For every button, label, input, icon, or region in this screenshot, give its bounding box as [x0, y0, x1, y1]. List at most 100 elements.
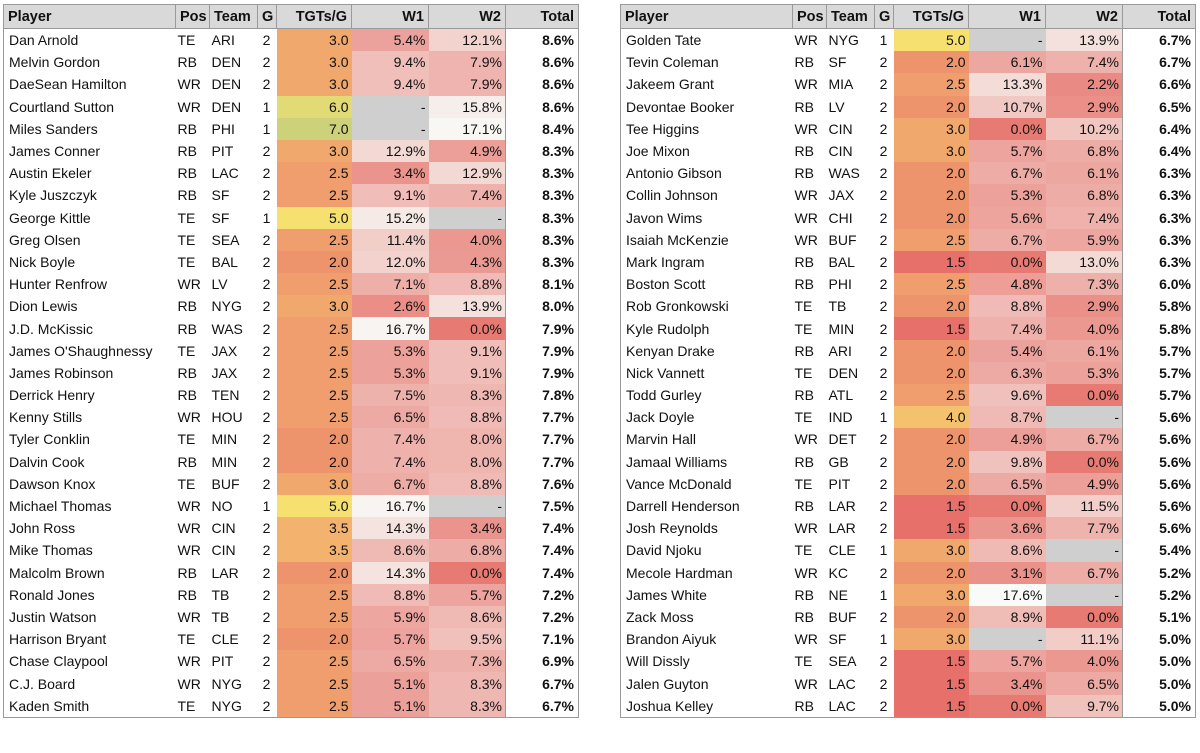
col-header-week2[interactable]: W2	[1045, 4, 1123, 29]
table-row[interactable]: Melvin Gordon RB DEN 2 3.0 9.4% 7.9% 8.6%	[3, 51, 579, 74]
table-row[interactable]: Jack Doyle TE IND 1 4.0 8.7% -5.6%	[620, 406, 1196, 429]
week2-share-cell: 15.8%	[428, 95, 506, 118]
table-row[interactable]: Dan Arnold TE ARI 2 3.0 5.4% 12.1% 8.6%	[3, 28, 579, 52]
table-row[interactable]: Mark Ingram RB BAL 2 1.5 0.0% 13.0% 6.3%	[620, 250, 1196, 274]
col-header-week1[interactable]: W1	[968, 4, 1046, 29]
col-header-games[interactable]: G	[257, 4, 277, 29]
table-row[interactable]: Kenyan Drake RB ARI 2 2.0 5.4% 6.1% 5.7%	[620, 339, 1196, 362]
position-cell: WR	[177, 653, 201, 670]
table-row[interactable]: Marvin Hall WR DET 2 2.0 4.9% 6.7% 5.6%	[620, 428, 1196, 451]
table-row[interactable]: Kaden Smith TE NYG 2 2.5 5.1% 8.3% 6.7%	[3, 694, 579, 718]
games-cell: 2	[879, 387, 888, 404]
col-header-pos[interactable]: Pos	[792, 4, 827, 29]
table-row[interactable]: James O'Shaughnessy TE JAX 2 2.5 5.3% 9.1% 7.9%	[3, 339, 579, 362]
position-cell: WR	[177, 276, 201, 293]
table-row[interactable]: James Conner RB PIT 2 3.0 12.9% 4.9% 8.3%	[3, 139, 579, 163]
table-row[interactable]: Antonio Gibson RB WAS 2 2.0 6.7% 6.1% 6.3%	[620, 162, 1196, 185]
table-row[interactable]: Kenny Stills WR HOU 2 2.5 6.5% 8.8% 7.7%	[3, 406, 579, 429]
table-row[interactable]: Kyle Juszczyk RB SF 2 2.5 9.1% 7.4% 8.3%	[3, 184, 579, 207]
col-header-week2[interactable]: W2	[428, 4, 506, 29]
table-row[interactable]: David Njoku TE CLE 1 3.0 8.6% -5.4%	[620, 539, 1196, 562]
total-share-cell: 8.3%	[505, 228, 579, 251]
table-row[interactable]: Harrison Bryant TE CLE 2 2.0 5.7% 9.5% 7.1%	[3, 628, 579, 651]
table-row[interactable]: Ronald Jones RB TB 2 2.5 8.8% 5.7% 7.2%	[3, 583, 579, 606]
table-row[interactable]: Joe Mixon RB CIN 2 3.0 5.7% 6.8% 6.4%	[620, 139, 1196, 163]
col-header-team[interactable]: Team	[209, 4, 258, 29]
col-header-week1[interactable]: W1	[351, 4, 429, 29]
table-row[interactable]: J.D. McKissic RB WAS 2 2.5 16.7% 0.0% 7.9%	[3, 317, 579, 340]
table-row[interactable]: Rob Gronkowski TE TB 2 2.0 8.8% 2.9% 5.8%	[620, 295, 1196, 318]
week1-share-cell: 6.7%	[351, 472, 429, 495]
table-row[interactable]: Courtland Sutton WR DEN 1 6.0-15.8% 8.6%	[3, 95, 579, 118]
position-cell: RB	[177, 364, 197, 381]
targets-per-game-cell: 3.0	[893, 117, 969, 140]
table-row[interactable]: Darrell Henderson RB LAR 2 1.5 0.0% 11.5% 5.6%	[620, 494, 1196, 518]
table-row[interactable]: Tyler Conklin TE MIN 2 2.0 7.4% 8.0% 7.7%	[3, 428, 579, 451]
table-row[interactable]: Chase Claypool WR PIT 2 2.5 6.5% 7.3% 6.9%	[3, 650, 579, 673]
table-row[interactable]: Todd Gurley RB ATL 2 2.5 9.6% 0.0% 5.7%	[620, 384, 1196, 407]
table-row[interactable]: Dalvin Cook RB MIN 2 2.0 7.4% 8.0% 7.7%	[3, 450, 579, 473]
table-row[interactable]: C.J. Board WR NYG 2 2.5 5.1% 8.3% 6.7%	[3, 672, 579, 695]
table-row[interactable]: Jalen Guyton WR LAC 2 1.5 3.4% 6.5% 5.0%	[620, 672, 1196, 695]
table-row[interactable]: Miles Sanders RB PHI 1 7.0-17.1% 8.4%	[3, 117, 579, 140]
targets-per-game-cell: 2.0	[893, 184, 969, 207]
team-cell: SEA	[211, 231, 240, 248]
total-share-cell: 5.7%	[1122, 361, 1196, 384]
total-share-cell: 5.8%	[1122, 317, 1196, 340]
col-header-pos[interactable]: Pos	[175, 4, 210, 29]
col-header-total[interactable]: Total	[1122, 4, 1196, 29]
table-row[interactable]: Josh Reynolds WR LAR 2 1.5 3.6% 7.7% 5.6%	[620, 517, 1196, 540]
player-name-cell: Austin Ekeler	[3, 162, 176, 185]
table-row[interactable]: Justin Watson WR TB 2 2.5 5.9% 8.6% 7.2%	[3, 605, 579, 629]
table-row[interactable]: DaeSean Hamilton WR DEN 2 3.0 9.4% 7.9% 8.6%	[3, 73, 579, 96]
table-row[interactable]: Tee Higgins WR CIN 2 3.0 0.0% 10.2% 6.4%	[620, 117, 1196, 140]
table-row[interactable]: Mike Thomas WR CIN 2 3.5 8.6% 6.8% 7.4%	[3, 539, 579, 562]
col-header-targets-per-game[interactable]: TGTs/G	[893, 4, 969, 29]
table-row[interactable]: Collin Johnson WR JAX 2 2.0 5.3% 6.8% 6.3%	[620, 184, 1196, 207]
table-row[interactable]: Jakeem Grant WR MIA 2 2.5 13.3% 2.2% 6.6%	[620, 73, 1196, 96]
table-row[interactable]: Brandon Aiyuk WR SF 1 3.0-11.1% 5.0%	[620, 628, 1196, 651]
col-header-player[interactable]: Player	[620, 4, 793, 29]
table-row[interactable]: Devontae Booker RB LV 2 2.0 10.7% 2.9% 6.5%	[620, 95, 1196, 118]
table-row[interactable]: Dawson Knox TE BUF 2 3.0 6.7% 8.8% 7.6%	[3, 472, 579, 495]
table-row[interactable]: Austin Ekeler RB LAC 2 2.5 3.4% 12.9% 8.3%	[3, 162, 579, 185]
table-row[interactable]: Kyle Rudolph TE MIN 2 1.5 7.4% 4.0% 5.8%	[620, 317, 1196, 340]
table-row[interactable]: Derrick Henry RB TEN 2 2.5 7.5% 8.3% 7.8%	[3, 384, 579, 407]
table-row[interactable]: Javon Wims WR CHI 2 2.0 5.6% 7.4% 6.3%	[620, 206, 1196, 229]
col-header-games[interactable]: G	[874, 4, 894, 29]
table-row[interactable]: Hunter Renfrow WR LV 2 2.5 7.1% 8.8% 8.1%	[3, 273, 579, 296]
table-row[interactable]: John Ross WR CIN 2 3.5 14.3% 3.4% 7.4%	[3, 517, 579, 540]
col-header-targets-per-game[interactable]: TGTs/G	[276, 4, 352, 29]
player-name-cell: Derrick Henry	[3, 384, 176, 407]
total-share-cell: 8.6%	[505, 95, 579, 118]
table-row[interactable]: Dion Lewis RB NYG 2 3.0 2.6% 13.9% 8.0%	[3, 295, 579, 318]
table-row[interactable]: James Robinson RB JAX 2 2.5 5.3% 9.1% 7.9%	[3, 361, 579, 384]
table-row[interactable]: Nick Vannett TE DEN 2 2.0 6.3% 5.3% 5.7%	[620, 361, 1196, 384]
col-header-player[interactable]: Player	[3, 4, 176, 29]
table-row[interactable]: Boston Scott RB PHI 2 2.5 4.8% 7.3% 6.0%	[620, 273, 1196, 296]
week1-share-cell: 5.3%	[968, 184, 1046, 207]
week1-share-cell: 2.6%	[351, 295, 429, 318]
table-row[interactable]: Zack Moss RB BUF 2 2.0 8.9% 0.0% 5.1%	[620, 605, 1196, 629]
table-row[interactable]: Vance McDonald TE PIT 2 2.0 6.5% 4.9% 5.6%	[620, 472, 1196, 495]
player-name-cell: Kyle Juszczyk	[3, 184, 176, 207]
table-row[interactable]: Jamaal Williams RB GB 2 2.0 9.8% 0.0% 5.6%	[620, 450, 1196, 473]
table-row[interactable]: George Kittle TE SF 1 5.0 15.2% -8.3%	[3, 206, 579, 229]
table-row[interactable]: Golden Tate WR NYG 1 5.0-13.9% 6.7%	[620, 28, 1196, 52]
table-row[interactable]: Michael Thomas WR NO 1 5.0 16.7% -7.5%	[3, 494, 579, 518]
table-row[interactable]: Mecole Hardman WR KC 2 2.0 3.1% 6.7% 5.2%	[620, 561, 1196, 584]
targets-per-game-cell: 3.0	[276, 73, 352, 96]
table-row[interactable]: Nick Boyle TE BAL 2 2.0 12.0% 4.3% 8.3%	[3, 250, 579, 274]
table-row[interactable]: Will Dissly TE SEA 2 1.5 5.7% 4.0% 5.0%	[620, 650, 1196, 673]
table-row[interactable]: Malcolm Brown RB LAR 2 2.0 14.3% 0.0% 7.4%	[3, 561, 579, 584]
col-header-total[interactable]: Total	[505, 4, 579, 29]
table-row[interactable]: Greg Olsen TE SEA 2 2.5 11.4% 4.0% 8.3%	[3, 228, 579, 251]
table-row[interactable]: James White RB NE 1 3.0 17.6% -5.2%	[620, 583, 1196, 606]
targets-per-game-cell: 2.5	[893, 73, 969, 96]
games-cell: 2	[262, 76, 271, 93]
col-header-team[interactable]: Team	[826, 4, 875, 29]
table-row[interactable]: Tevin Coleman RB SF 2 2.0 6.1% 7.4% 6.7%	[620, 51, 1196, 74]
table-row[interactable]: Isaiah McKenzie WR BUF 2 2.5 6.7% 5.9% 6.3%	[620, 228, 1196, 251]
total-share-cell: 7.4%	[505, 561, 579, 584]
table-row[interactable]: Joshua Kelley RB LAC 2 1.5 0.0% 9.7% 5.0%	[620, 694, 1196, 718]
